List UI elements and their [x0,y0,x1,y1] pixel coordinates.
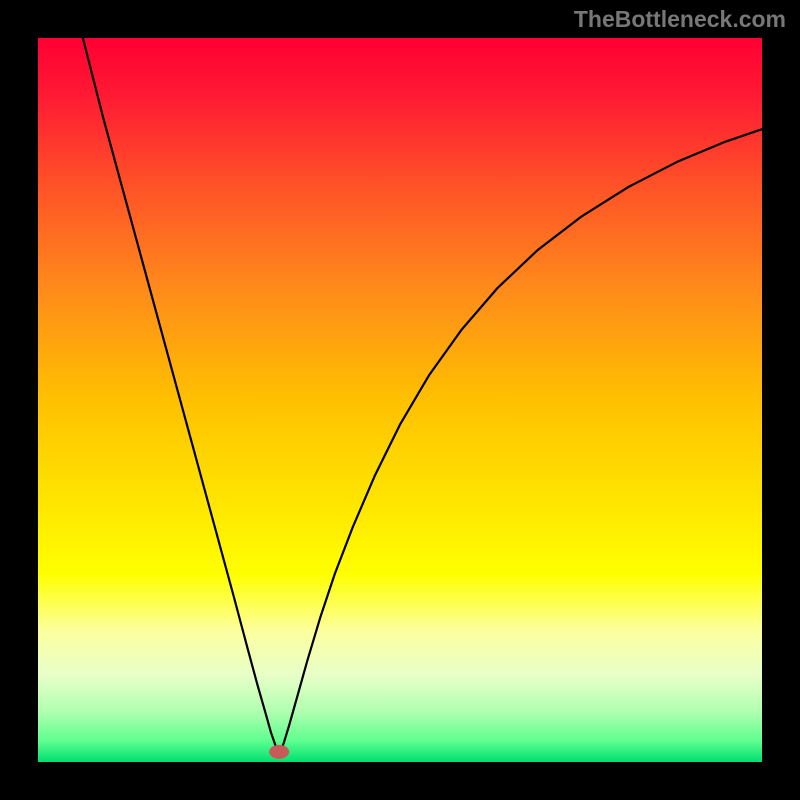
watermark-text: TheBottleneck.com [574,6,786,33]
plot-area [38,38,762,762]
min-marker [269,745,289,759]
gradient-background [38,38,762,762]
chart-svg [38,38,762,762]
